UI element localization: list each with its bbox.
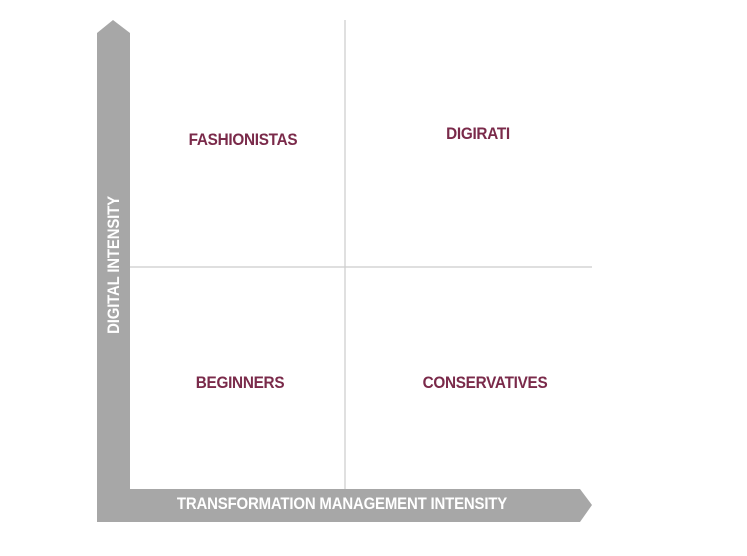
quadrant-label-conservatives: CONSERVATIVES (422, 373, 548, 392)
y-axis-label: DIGITAL INTENSITY (104, 196, 123, 334)
x-axis-label: TRANSFORMATION MANAGEMENT INTENSITY (176, 494, 508, 513)
y-axis-arrow (97, 20, 130, 489)
quadrant-label-beginners: BEGINNERS (195, 373, 285, 392)
x-axis-arrow (97, 489, 592, 522)
quadrant-label-fashionistas: FASHIONISTAS (188, 130, 298, 149)
quadrant-label-digirati: DIGIRATI (446, 124, 510, 143)
